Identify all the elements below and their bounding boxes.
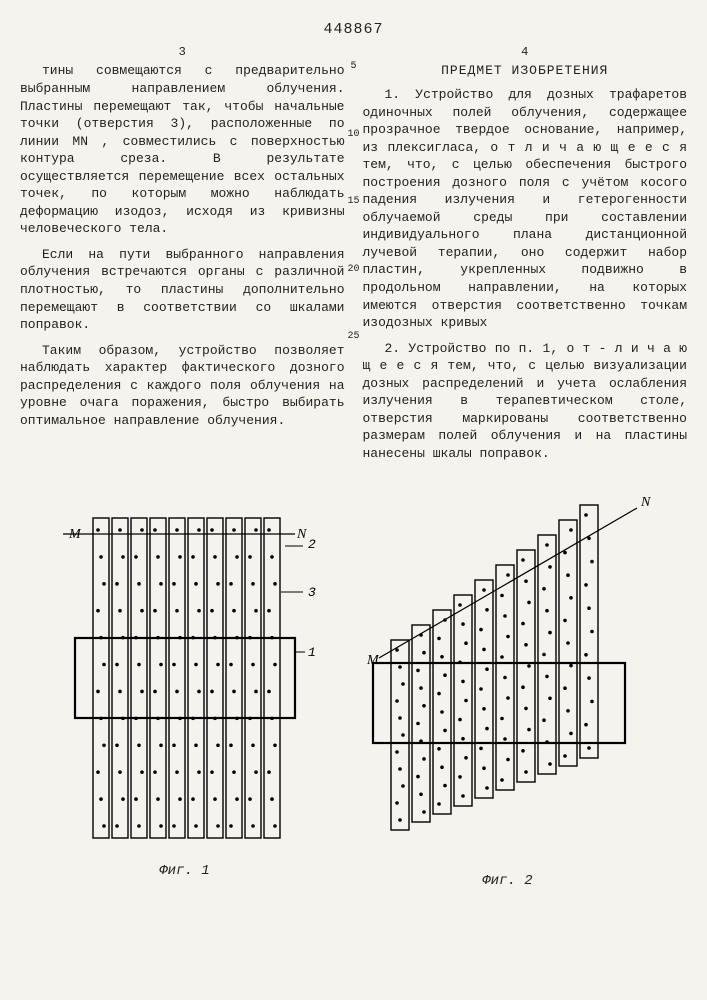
- para-r1: 1. Устройство для дозных трафаретов один…: [363, 86, 688, 332]
- para-l2: Если на пути выбранного направления облу…: [20, 246, 345, 334]
- svg-text:3: 3: [308, 585, 316, 600]
- col-num-left: 3: [20, 44, 345, 60]
- right-column: 4 ПРЕДМЕТ ИЗОБРЕТЕНИЯ 1. Устройство для …: [363, 44, 688, 470]
- figure-2: MN Фиг. 2: [353, 488, 663, 891]
- para-l1: тины совмещаются с предварительно выбран…: [20, 62, 345, 237]
- figures-row: MN231 Фиг. 1 MN Фиг. 2: [20, 488, 687, 891]
- figure-1: M N2 3 1 Фиг. 1: [45, 488, 325, 891]
- svg-text:N: N: [296, 527, 307, 542]
- svg-text:2: 2: [308, 537, 316, 552]
- svg-text:M: M: [366, 653, 380, 668]
- para-r2: 2. Устройство по п. 1, о т - л и ч а ю щ…: [363, 340, 688, 463]
- fig2-caption: Фиг. 2: [353, 872, 663, 891]
- fig2-svg: MN: [353, 488, 663, 868]
- svg-text:M: M: [68, 527, 82, 542]
- invention-heading: ПРЕДМЕТ ИЗОБРЕТЕНИЯ: [363, 62, 688, 80]
- svg-text:N: N: [640, 495, 651, 510]
- doc-number: 448867: [20, 20, 687, 40]
- left-column: 3 тины совмещаются с предварительно выбр…: [20, 44, 345, 470]
- svg-text:1: 1: [308, 645, 316, 660]
- fig1-svg: M N2 3 1: [45, 488, 325, 858]
- gutter-line-numbers: 510152025: [347, 60, 361, 398]
- col-num-right: 4: [363, 44, 688, 60]
- fig1-caption: Фиг. 1: [45, 862, 325, 881]
- para-l3: Таким образом, устройство позволяет набл…: [20, 342, 345, 430]
